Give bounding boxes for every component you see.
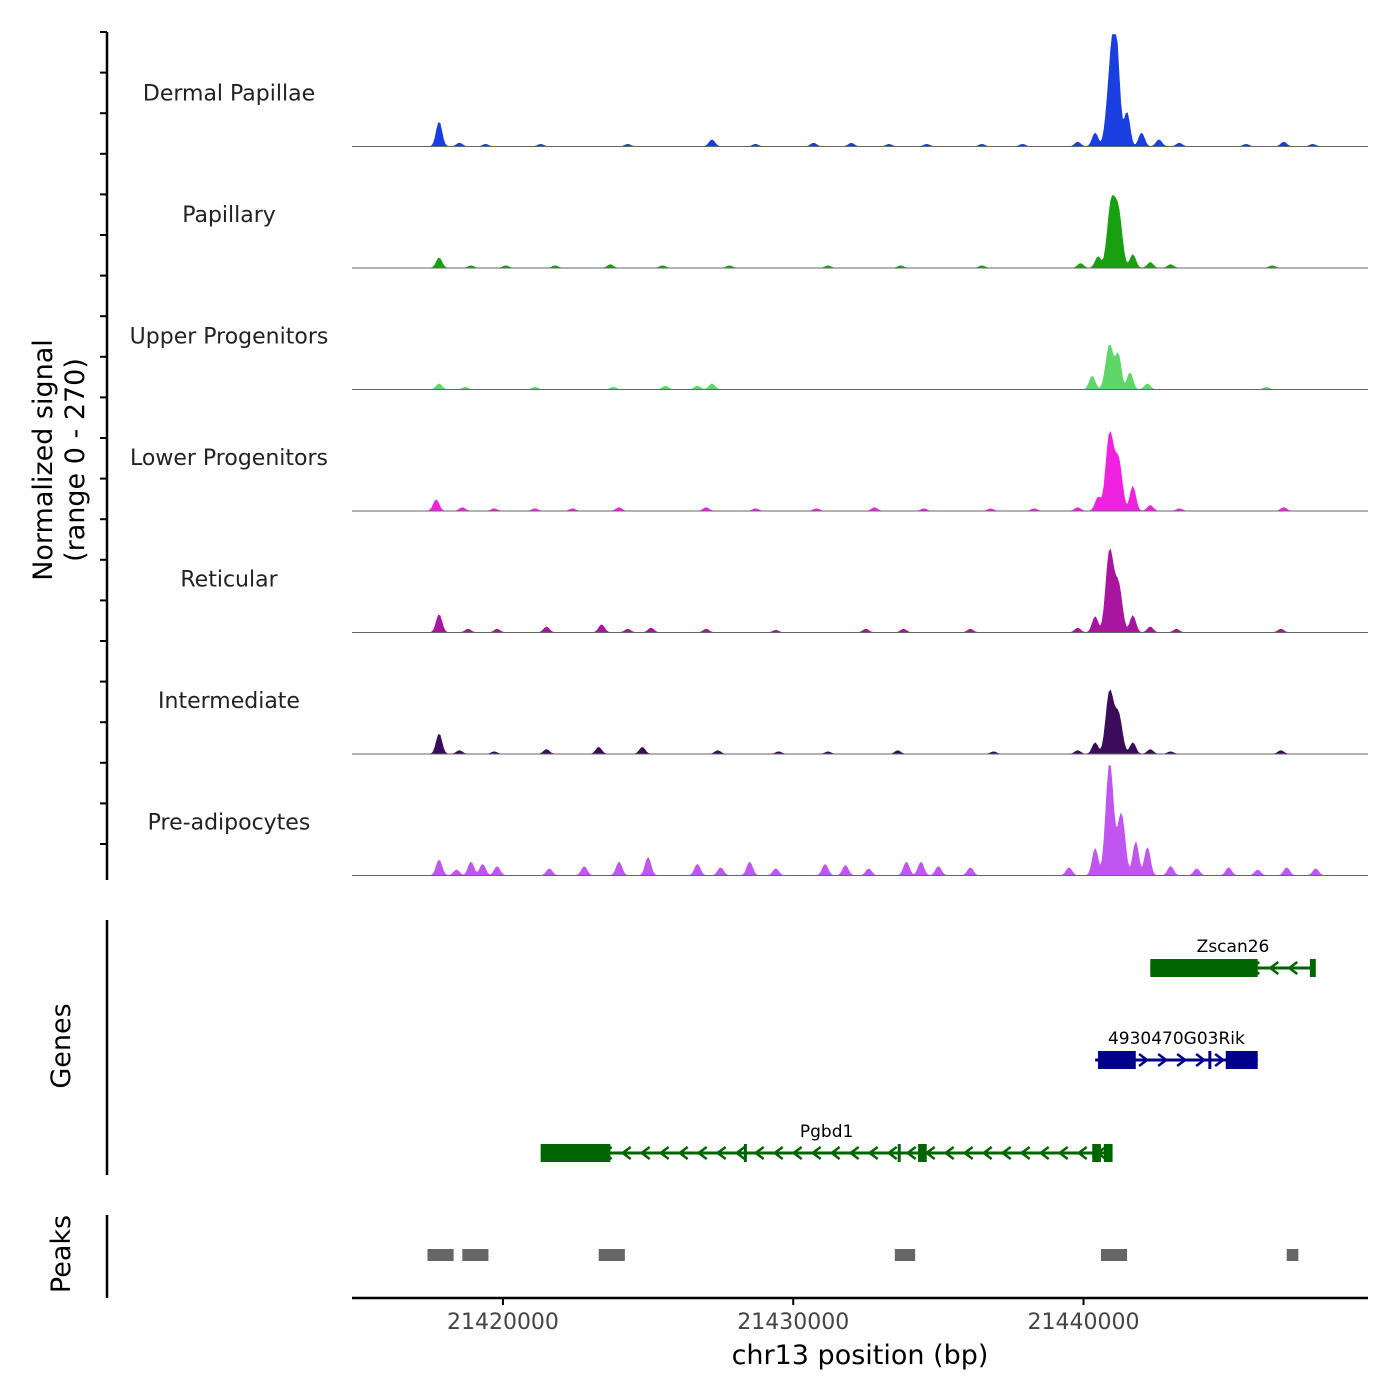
strand-arrow (943, 1146, 955, 1160)
strand-arrow (829, 1146, 841, 1160)
strand-arrow (867, 1146, 879, 1160)
y-axis-title-line1: Normalized signal (28, 339, 59, 581)
gene-exon (1225, 1051, 1258, 1069)
gene-name: Zscan26 (1197, 937, 1270, 957)
strand-arrow (810, 1146, 822, 1160)
y-axis-title-line2: (range 0 - 270) (60, 358, 91, 562)
x-axis-title: chr13 position (bp) (732, 1340, 989, 1371)
gene-name: 4930470G03Rik (1108, 1029, 1245, 1049)
gene-exon (1150, 959, 1258, 977)
track-label: Upper Progenitors (130, 325, 329, 350)
x-tick-label: 21420000 (447, 1310, 559, 1335)
signal-area (352, 548, 1368, 633)
peak-region (894, 1249, 916, 1261)
x-axis-ticks: 21420000 21430000 21440000 (447, 1298, 1140, 1335)
strand-arrow (1000, 1146, 1012, 1160)
gene-exon (1092, 1144, 1101, 1162)
strand-arrow (715, 1146, 727, 1160)
strand-arrow (734, 1146, 746, 1160)
coverage-track: Upper Progenitors (130, 325, 1368, 390)
signal-area (352, 34, 1368, 147)
gene-exon (540, 1144, 611, 1162)
strand-arrow (848, 1146, 860, 1160)
strand-arrow (1057, 1146, 1069, 1160)
track-label: Reticular (180, 568, 278, 593)
coverage-track: Dermal Papillae (143, 34, 1368, 147)
strand-arrow (886, 1146, 898, 1160)
track-label: Intermediate (158, 689, 300, 714)
gene-exon (1103, 1144, 1113, 1162)
strand-arrow (677, 1146, 689, 1160)
strand-arrow (1038, 1146, 1050, 1160)
peak-region (598, 1249, 625, 1261)
strand-arrow (1076, 1146, 1088, 1160)
strand-arrow (658, 1146, 670, 1160)
strand-arrow (981, 1146, 993, 1160)
gene-exon (743, 1144, 747, 1162)
strand-arrow (962, 1146, 974, 1160)
strand-arrow (791, 1146, 803, 1160)
gene-exon (897, 1144, 901, 1162)
coverage-tracks: Dermal Papillae Papillary Upper Progenitor… (130, 34, 1368, 876)
gene: Zscan26 (1150, 937, 1316, 977)
strand-arrow (753, 1146, 765, 1160)
strand-arrow (1287, 961, 1299, 975)
gene: Pgbd1 (540, 1122, 1113, 1162)
track-label: Lower Progenitors (130, 446, 328, 471)
strand-arrow (1176, 1053, 1188, 1067)
gene: 4930470G03Rik (1095, 1029, 1258, 1069)
coverage-track: Lower Progenitors (130, 431, 1368, 512)
genes-track-label: Genes (46, 1003, 77, 1088)
signal-area (352, 431, 1368, 512)
strand-arrow (639, 1146, 651, 1160)
track-label: Pre-adipocytes (148, 811, 311, 836)
strand-arrow (1019, 1146, 1031, 1160)
strand-arrow (1195, 1053, 1207, 1067)
strand-arrow (772, 1146, 784, 1160)
strand-arrow (696, 1146, 708, 1160)
peak-region (1286, 1249, 1299, 1261)
strand-arrow (620, 1146, 632, 1160)
signal-area (352, 344, 1368, 390)
x-tick-label: 21430000 (737, 1310, 849, 1335)
strand-arrow (905, 1146, 917, 1160)
strand-arrow (1268, 961, 1280, 975)
peak-region (462, 1249, 489, 1261)
coverage-y-ticks (100, 31, 107, 845)
peaks-track-label: Peaks (46, 1215, 77, 1293)
gene-exon (1309, 959, 1316, 977)
track-label: Dermal Papillae (143, 82, 315, 107)
strand-arrow (1157, 1053, 1169, 1067)
track-label: Papillary (182, 203, 276, 228)
peak-region (1100, 1249, 1128, 1261)
strand-arrow (1138, 1053, 1150, 1067)
gene-exon (918, 1144, 927, 1162)
gene-exon (1098, 1051, 1136, 1069)
coverage-track: Papillary (182, 195, 1368, 269)
coverage-track: Reticular (180, 548, 1368, 633)
signal-area (352, 764, 1368, 876)
x-tick-label: 21440000 (1028, 1310, 1140, 1335)
strand-arrow (1214, 1053, 1226, 1067)
coverage-track: Intermediate (158, 689, 1368, 755)
gene-name: Pgbd1 (800, 1122, 853, 1142)
signal-area (352, 195, 1368, 269)
coverage-track: Pre-adipocytes (148, 764, 1368, 876)
genes-track: Zscan26 4930470G03Rik Pgbd1 (540, 937, 1316, 1162)
peaks-track (427, 1249, 1299, 1261)
gene-exon (1208, 1051, 1212, 1069)
signal-area (352, 689, 1368, 755)
peak-region (427, 1249, 454, 1261)
